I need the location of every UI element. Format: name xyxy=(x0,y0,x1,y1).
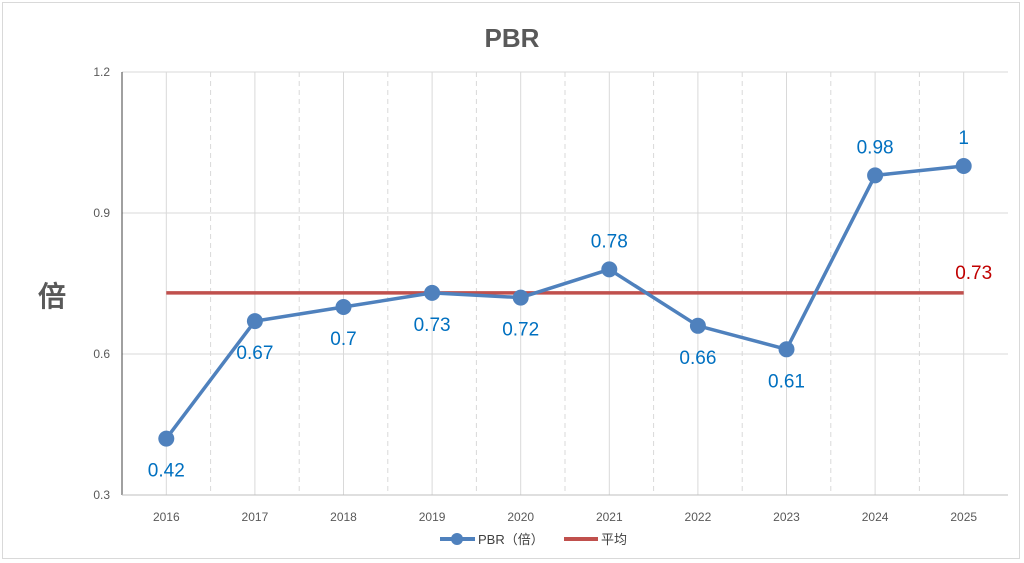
pbr-data-label: 0.73 xyxy=(414,315,451,336)
pbr-data-label: 1 xyxy=(958,128,969,149)
x-tick-label: 2024 xyxy=(862,510,889,524)
y-tick-label: 0.6 xyxy=(93,347,110,361)
legend: PBR（倍） 平均 xyxy=(440,532,627,547)
y-tick-label: 0.9 xyxy=(93,206,110,220)
legend-pbr-label: PBR（倍） xyxy=(478,532,544,547)
x-tick-label: 2022 xyxy=(685,510,712,524)
average-data-label: 0.73 xyxy=(955,263,992,284)
chart-title: PBR xyxy=(485,23,540,53)
legend-average-label: 平均 xyxy=(601,532,627,547)
pbr-data-label: 0.72 xyxy=(502,320,539,341)
x-tick-label: 2021 xyxy=(596,510,623,524)
x-tick-label: 2020 xyxy=(507,510,534,524)
pbr-data-point xyxy=(512,289,529,306)
pbr-data-point xyxy=(601,261,618,278)
pbr-data-point xyxy=(955,158,972,174)
pbr-series-line xyxy=(164,164,964,440)
pbr-data-label: 0.42 xyxy=(148,461,185,482)
x-tick-label: 2018 xyxy=(330,510,357,524)
pbr-data-point xyxy=(778,341,795,358)
x-tick-label: 2023 xyxy=(773,510,800,524)
pbr-data-label: 0.66 xyxy=(679,348,716,369)
legend-pbr-marker-icon xyxy=(451,533,463,545)
pbr-data-point xyxy=(335,299,352,315)
pbr-data-point xyxy=(867,167,884,184)
x-tick-label: 2017 xyxy=(242,510,269,524)
x-tick-label: 2016 xyxy=(153,510,180,524)
x-tick-label: 2025 xyxy=(950,510,977,524)
pbr-data-label: 0.67 xyxy=(236,343,273,364)
pbr-data-label: 0.98 xyxy=(857,137,894,158)
pbr-data-point xyxy=(158,430,175,447)
x-tick-label: 2019 xyxy=(419,510,446,524)
pbr-data-point xyxy=(424,284,441,301)
pbr-data-point xyxy=(689,317,706,334)
y-tick-label: 1.2 xyxy=(93,65,110,79)
pbr-data-label: 0.7 xyxy=(330,329,356,350)
pbr-data-point xyxy=(246,313,263,330)
pbr-data-label: 0.61 xyxy=(768,371,805,392)
pbr-data-label: 0.78 xyxy=(591,231,628,252)
y-axis-label: 倍 xyxy=(38,280,66,312)
y-tick-label: 0.3 xyxy=(93,488,110,502)
